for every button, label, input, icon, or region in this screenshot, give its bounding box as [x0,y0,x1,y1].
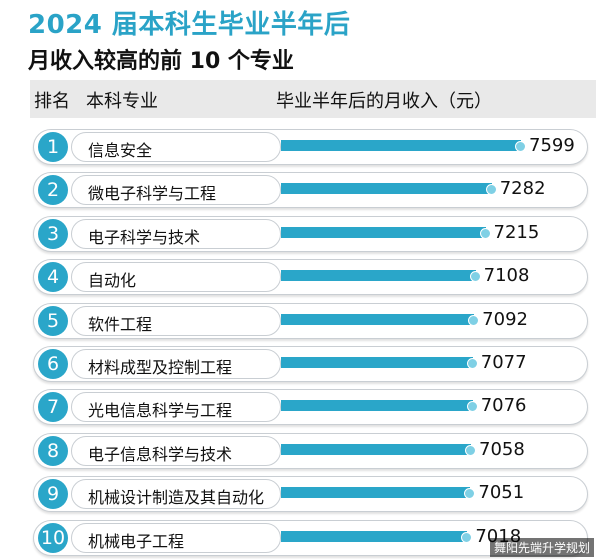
rank-badge: 6 [38,349,68,379]
major-name: 软件工程 [88,314,153,334]
income-bar [281,357,473,368]
income-value-label: 7599 [529,135,575,156]
income-value-label: 7282 [499,178,546,200]
income-bar [281,443,472,455]
major-name-box: 信息安全 [71,132,281,162]
major-name-box: 材料成型及控制工程 [71,349,281,379]
bar-end-marker [479,227,491,239]
rank-badge: 3 [38,218,68,249]
major-name-box: 自动化 [71,262,281,293]
major-name: 电子科学与技术 [88,227,201,247]
bar-end-marker [466,401,478,413]
major-name: 电子信息科学与技术 [88,444,233,464]
major-name-box: 机械设计制造及其自动化 [71,479,281,510]
table-row: 6 材料成型及控制工程 7077 [33,346,588,382]
table-row: 9 机械设计制造及其自动化 7051 [33,476,588,513]
rank-badge: 4 [38,262,68,293]
bar-end-marker [464,488,476,500]
rank-badge: 8 [38,435,68,466]
bar-end-marker [485,184,497,196]
income-bar [281,270,476,282]
bar-end-marker [465,444,477,456]
income-bar [281,183,492,195]
watermark: 舞阳先端升学规划 [489,538,594,557]
table-row: 8 电子信息科学与技术 7058 [33,432,588,469]
bar-end-marker [461,531,473,543]
bar-end-marker [468,314,480,326]
major-name-box: 电子科学与技术 [71,218,281,249]
header-rank: 排名 [34,91,70,112]
income-bar [281,530,468,542]
rank-badge: 1 [38,132,68,162]
major-name-box: 微电子科学与工程 [71,175,281,206]
major-name: 机械电子工程 [88,531,185,551]
bar-end-marker [466,358,478,369]
bar-end-marker [469,271,481,283]
major-name: 机械设计制造及其自动化 [88,488,265,508]
income-value-label: 7058 [479,438,525,460]
header-income: 毕业半年后的月收入（元） [276,91,492,112]
table-row: 1 信息安全 7599 [33,129,588,165]
rank-badge: 5 [38,305,68,336]
bar-end-marker [515,141,526,152]
table-row: 7 光电信息科学与工程 7076 [33,389,588,426]
income-value-label: 7076 [480,395,527,417]
income-value-label: 7108 [483,265,530,287]
income-bar [281,400,473,412]
major-name: 信息安全 [88,141,153,160]
header-major: 本科专业 [86,91,158,112]
income-bar [281,313,475,325]
table-row: 5 软件工程 7092 [33,302,588,339]
rank-badge: 9 [38,479,68,510]
major-name-box: 电子信息科学与技术 [71,435,281,466]
rank-badge: 7 [38,392,68,423]
major-name-box: 光电信息科学与工程 [71,392,281,423]
major-name: 自动化 [88,271,137,291]
income-bar [281,487,471,499]
income-value-label: 7051 [478,482,525,504]
table-row: 2 微电子科学与工程 7282 [33,172,588,209]
major-name-box: 机械电子工程 [71,522,281,553]
rank-badge: 10 [38,522,68,553]
major-name-box: 软件工程 [71,305,281,336]
table-header-band [30,80,596,118]
income-bar [281,140,521,151]
table-row: 3 电子科学与技术 7215 [33,215,588,252]
chart-title-line2: 月收入较高的前 10 个专业 [28,49,294,74]
income-bar [281,226,486,238]
major-name: 材料成型及控制工程 [88,358,233,377]
major-name: 微电子科学与工程 [88,184,217,204]
rank-badge: 2 [38,175,68,206]
table-row: 4 自动化 7108 [33,259,588,296]
income-value-label: 7092 [482,308,528,330]
income-value-label: 7077 [480,352,527,373]
major-name: 光电信息科学与工程 [88,401,233,421]
chart-title-line1: 2024 届本科生毕业半年后 [28,10,351,40]
income-value-label: 7215 [493,221,540,243]
